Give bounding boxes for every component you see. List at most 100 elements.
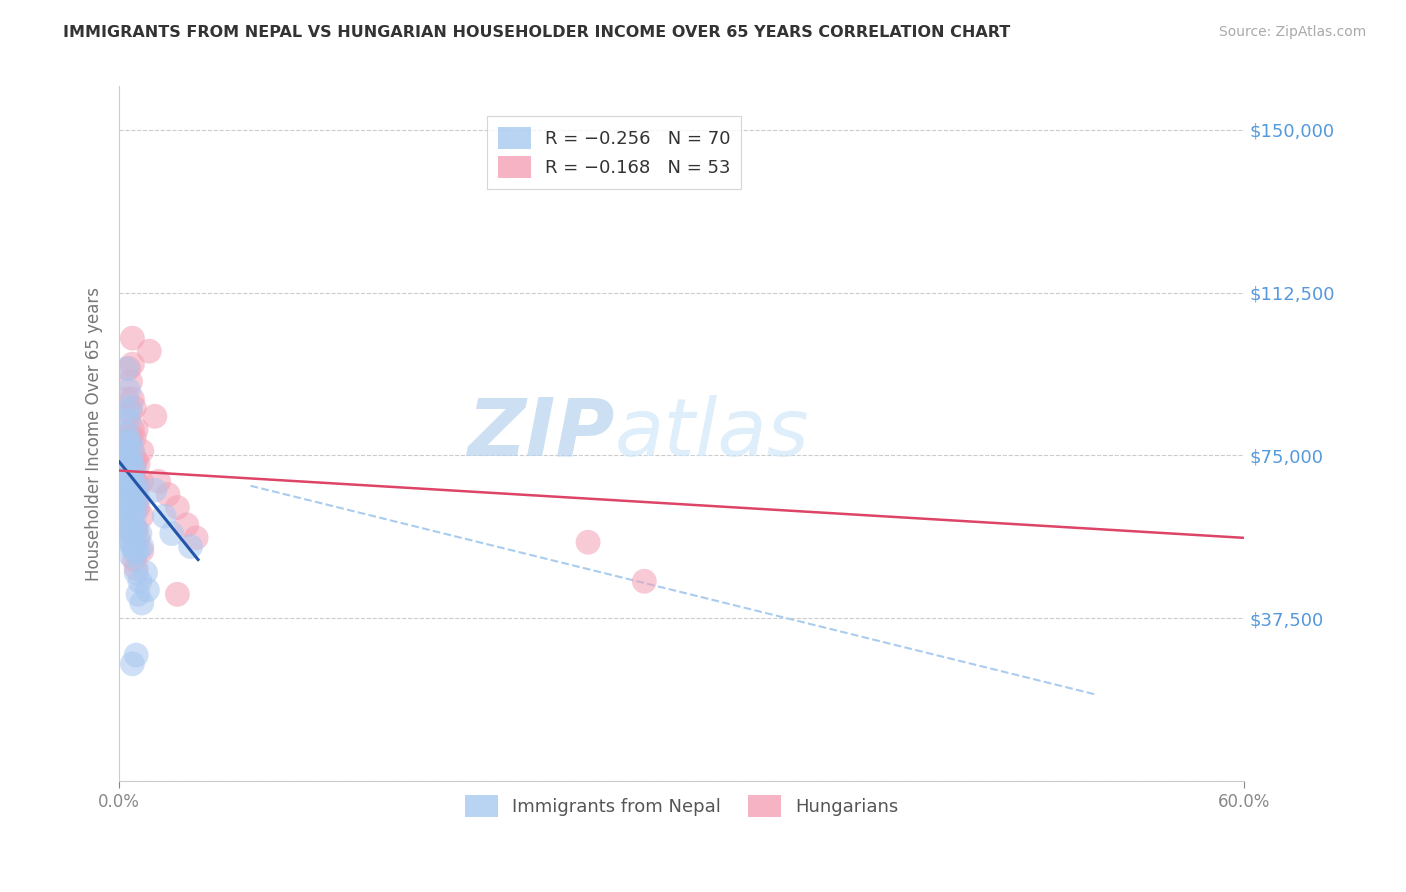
- Point: [117, 452, 139, 467]
- Point: [125, 566, 148, 580]
- Point: [157, 487, 180, 501]
- Point: [117, 479, 139, 493]
- Point: [120, 535, 142, 549]
- Point: [124, 457, 146, 471]
- Point: [115, 405, 138, 419]
- Point: [125, 500, 148, 515]
- Point: [121, 517, 143, 532]
- Point: [121, 522, 143, 536]
- Point: [121, 505, 143, 519]
- Point: [180, 540, 202, 554]
- Point: [135, 566, 157, 580]
- Point: [120, 496, 142, 510]
- Point: [111, 457, 134, 471]
- Point: [125, 522, 148, 536]
- Point: [124, 552, 146, 566]
- Point: [120, 431, 142, 445]
- Point: [120, 405, 142, 419]
- Point: [114, 514, 136, 528]
- Point: [120, 401, 142, 415]
- Text: atlas: atlas: [614, 394, 808, 473]
- Point: [115, 491, 138, 506]
- Point: [138, 344, 160, 359]
- Y-axis label: Householder Income Over 65 years: Householder Income Over 65 years: [86, 286, 103, 581]
- Point: [131, 444, 153, 458]
- Point: [120, 470, 142, 484]
- Point: [117, 361, 139, 376]
- Point: [186, 531, 208, 545]
- Point: [160, 526, 183, 541]
- Point: [115, 361, 138, 376]
- Point: [125, 452, 148, 467]
- Point: [115, 392, 138, 406]
- Point: [143, 483, 166, 497]
- Point: [121, 422, 143, 436]
- Point: [576, 535, 599, 549]
- Point: [115, 426, 138, 441]
- Point: [125, 475, 148, 489]
- Point: [124, 431, 146, 445]
- Point: [121, 444, 143, 458]
- Point: [131, 509, 153, 524]
- Point: [117, 461, 139, 475]
- Point: [111, 479, 134, 493]
- Point: [148, 475, 170, 489]
- Point: [633, 574, 655, 589]
- Point: [121, 657, 143, 671]
- Point: [125, 479, 148, 493]
- Point: [121, 487, 143, 501]
- Point: [114, 461, 136, 475]
- Point: [121, 466, 143, 480]
- Point: [121, 491, 143, 506]
- Point: [121, 331, 143, 345]
- Point: [124, 461, 146, 475]
- Point: [121, 357, 143, 371]
- Point: [127, 544, 149, 558]
- Point: [124, 475, 146, 489]
- Point: [131, 540, 153, 554]
- Point: [125, 522, 148, 536]
- Point: [166, 500, 188, 515]
- Point: [121, 479, 143, 493]
- Point: [120, 526, 142, 541]
- Point: [120, 509, 142, 524]
- Point: [120, 452, 142, 467]
- Point: [117, 531, 139, 545]
- Point: [176, 517, 198, 532]
- Point: [129, 574, 152, 589]
- Point: [121, 461, 143, 475]
- Point: [120, 548, 142, 562]
- Point: [117, 435, 139, 450]
- Point: [124, 479, 146, 493]
- Point: [120, 452, 142, 467]
- Point: [117, 517, 139, 532]
- Point: [124, 526, 146, 541]
- Point: [117, 414, 139, 428]
- Point: [117, 466, 139, 480]
- Point: [115, 449, 138, 463]
- Point: [120, 522, 142, 536]
- Point: [136, 582, 159, 597]
- Text: IMMIGRANTS FROM NEPAL VS HUNGARIAN HOUSEHOLDER INCOME OVER 65 YEARS CORRELATION : IMMIGRANTS FROM NEPAL VS HUNGARIAN HOUSE…: [63, 25, 1011, 40]
- Point: [121, 392, 143, 406]
- Point: [125, 561, 148, 575]
- Point: [120, 505, 142, 519]
- Point: [114, 491, 136, 506]
- Point: [124, 401, 146, 415]
- Point: [124, 509, 146, 524]
- Point: [153, 509, 176, 524]
- Point: [125, 422, 148, 436]
- Point: [114, 417, 136, 432]
- Point: [127, 491, 149, 506]
- Point: [131, 544, 153, 558]
- Point: [121, 540, 143, 554]
- Point: [124, 491, 146, 506]
- Point: [127, 500, 149, 515]
- Legend: Immigrants from Nepal, Hungarians: Immigrants from Nepal, Hungarians: [458, 788, 905, 824]
- Point: [115, 522, 138, 536]
- Point: [127, 587, 149, 601]
- Point: [166, 587, 188, 601]
- Point: [129, 526, 152, 541]
- Point: [117, 505, 139, 519]
- Point: [115, 444, 138, 458]
